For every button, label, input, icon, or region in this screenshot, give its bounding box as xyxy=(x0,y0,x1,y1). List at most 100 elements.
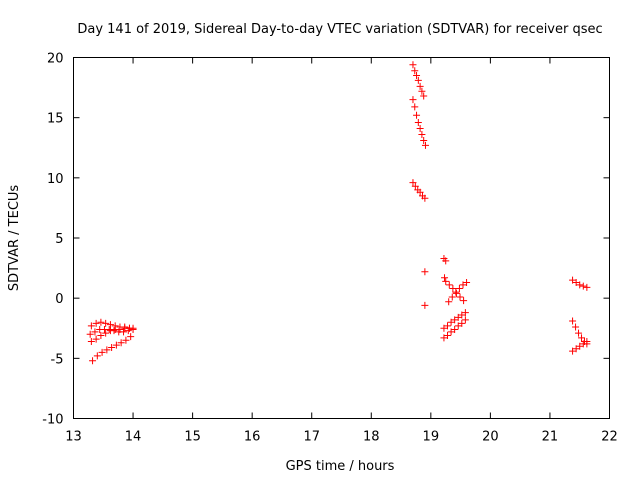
x-tick-label: 21 xyxy=(542,430,559,445)
data-point xyxy=(454,313,462,321)
data-point xyxy=(461,316,469,324)
data-point xyxy=(92,319,100,327)
y-tick-label: 5 xyxy=(55,232,63,247)
y-axis: -10 -5 0 5 10 15 20 xyxy=(42,52,610,428)
data-point xyxy=(445,298,453,306)
data-point xyxy=(569,347,577,355)
data-point xyxy=(418,131,426,139)
data-point xyxy=(409,179,417,187)
data-point xyxy=(122,336,130,344)
data-point xyxy=(421,268,429,276)
data-point xyxy=(447,318,455,326)
data-point xyxy=(92,335,100,343)
data-point xyxy=(102,319,110,327)
data-point xyxy=(444,322,452,330)
data-point xyxy=(418,87,426,95)
data-point xyxy=(102,329,110,337)
data-point xyxy=(572,345,580,353)
data-points xyxy=(86,61,591,365)
data-point xyxy=(413,72,421,80)
data-point xyxy=(572,323,580,331)
data-point xyxy=(456,293,464,301)
x-tick-label: 13 xyxy=(65,430,82,445)
data-point xyxy=(441,274,449,282)
chart-title: Day 141 of 2019, Sidereal Day-to-day VTE… xyxy=(77,22,602,37)
data-point xyxy=(86,330,94,338)
data-point xyxy=(421,301,429,309)
data-point xyxy=(447,328,455,336)
data-point xyxy=(576,281,584,289)
data-point xyxy=(411,67,419,75)
data-point xyxy=(409,61,417,69)
data-point xyxy=(87,322,95,330)
data-point xyxy=(461,309,469,317)
y-tick-label: -10 xyxy=(42,413,63,428)
data-point xyxy=(460,297,468,305)
data-point xyxy=(112,341,120,349)
data-point xyxy=(440,334,448,342)
data-point xyxy=(420,92,428,100)
data-point xyxy=(451,325,459,333)
x-tick-label: 17 xyxy=(303,430,320,445)
x-tick-label: 16 xyxy=(244,430,261,445)
data-point xyxy=(575,329,583,337)
data-point xyxy=(409,96,417,104)
y-axis-label: SDTVAR / TECUs xyxy=(7,185,22,292)
y-tick-label: 20 xyxy=(47,52,64,67)
data-point xyxy=(454,322,462,330)
data-point xyxy=(103,346,111,354)
x-tick-label: 22 xyxy=(601,430,618,445)
data-point xyxy=(579,282,587,290)
data-point xyxy=(442,277,450,285)
data-point xyxy=(411,103,419,111)
data-point xyxy=(106,321,114,329)
data-point xyxy=(583,337,591,345)
data-point xyxy=(452,289,460,297)
data-point xyxy=(125,324,133,332)
data-point xyxy=(98,348,106,356)
x-tick-label: 18 xyxy=(363,430,380,445)
data-point xyxy=(421,194,429,202)
data-point xyxy=(463,279,471,287)
data-point xyxy=(87,337,95,345)
data-point xyxy=(448,293,456,301)
x-tick-label: 19 xyxy=(423,430,440,445)
data-point xyxy=(440,324,448,332)
data-point xyxy=(414,76,422,84)
data-point xyxy=(442,257,450,265)
data-point xyxy=(117,339,125,347)
data-point xyxy=(569,276,577,284)
data-point xyxy=(116,325,124,333)
data-point xyxy=(578,334,586,342)
data-point xyxy=(97,318,105,326)
x-axis: 13 14 15 16 17 18 19 20 21 22 xyxy=(65,57,618,445)
data-point xyxy=(97,331,105,339)
data-point xyxy=(89,357,97,365)
data-point xyxy=(579,340,587,348)
data-point xyxy=(449,285,457,293)
plot-frame xyxy=(73,57,610,419)
data-point xyxy=(105,325,113,333)
y-tick-label: 0 xyxy=(55,292,63,307)
data-point xyxy=(444,331,452,339)
data-point xyxy=(421,141,429,149)
y-tick-label: 10 xyxy=(47,172,64,187)
data-point xyxy=(583,283,591,291)
data-point xyxy=(414,118,422,126)
y-tick-label: 15 xyxy=(47,112,64,127)
data-point xyxy=(458,319,466,327)
x-tick-label: 20 xyxy=(482,430,499,445)
data-point xyxy=(452,288,460,296)
data-point xyxy=(445,281,453,289)
data-point xyxy=(455,285,463,293)
x-axis-label: GPS time / hours xyxy=(286,459,395,474)
data-point xyxy=(106,327,114,335)
data-point xyxy=(120,328,128,336)
data-point xyxy=(451,316,459,324)
data-point xyxy=(416,188,424,196)
data-point xyxy=(108,344,116,352)
data-point xyxy=(420,137,428,145)
x-tick-label: 14 xyxy=(125,430,142,445)
data-point xyxy=(93,352,101,360)
